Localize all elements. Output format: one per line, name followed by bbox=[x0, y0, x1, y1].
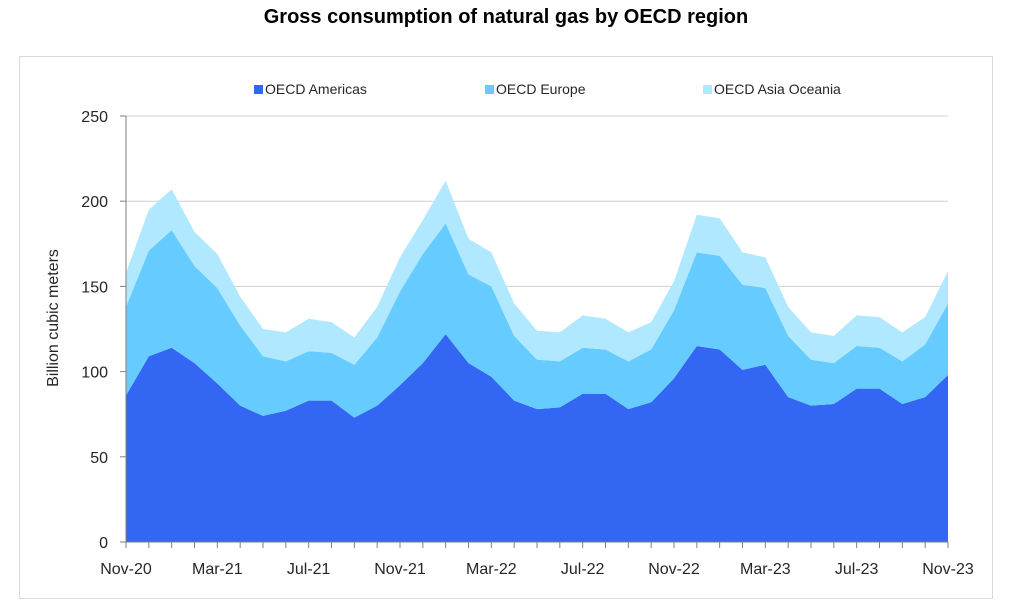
y-tick-label: 150 bbox=[81, 279, 108, 296]
x-tick-label: Mar-22 bbox=[466, 561, 517, 578]
x-tick-label: Jul-21 bbox=[287, 561, 331, 578]
legend-swatch bbox=[703, 85, 712, 94]
x-tick-label: Jul-22 bbox=[561, 561, 605, 578]
y-tick-label: 200 bbox=[81, 194, 108, 211]
legend: OECD Americas OECD Europe OECD Asia Oceani… bbox=[254, 81, 841, 97]
area-oecd-europe bbox=[126, 223, 948, 418]
legend-label: OECD Europe bbox=[496, 81, 586, 97]
legend-label: OECD Asia Oceania bbox=[714, 81, 841, 97]
area-series bbox=[126, 180, 948, 542]
x-tick-label: Nov-22 bbox=[648, 561, 700, 578]
x-tick-label: Nov-20 bbox=[100, 561, 152, 578]
legend-swatch bbox=[485, 85, 494, 94]
axes: 0 50 100 150 200 250 Nov-20 Mar-21 Jul-21 Nov-21 M… bbox=[81, 109, 974, 578]
x-tick-label: Mar-23 bbox=[740, 561, 791, 578]
y-tick-label: 100 bbox=[81, 365, 108, 382]
chart-title: Gross consumption of natural gas by OECD… bbox=[263, 6, 749, 28]
y-tick-label: 50 bbox=[90, 450, 108, 467]
y-tick-label: 0 bbox=[99, 535, 108, 552]
legend-item-oecd-americas: OECD Americas bbox=[254, 81, 367, 97]
x-tick-label: Jul-23 bbox=[835, 561, 879, 578]
y-tick-label: 250 bbox=[81, 109, 108, 126]
area-oecd-americas bbox=[126, 334, 948, 542]
y-axis-label: Billion cubic meters bbox=[45, 249, 62, 387]
x-tick-label: Nov-21 bbox=[374, 561, 426, 578]
legend-item-oecd-asia-oceania: OECD Asia Oceania bbox=[703, 81, 841, 97]
legend-item-oecd-europe: OECD Europe bbox=[485, 81, 586, 97]
x-tick-label: Mar-21 bbox=[192, 561, 243, 578]
legend-swatch bbox=[254, 85, 263, 94]
chart-frame bbox=[19, 56, 993, 599]
x-tick-label: Nov-23 bbox=[922, 561, 974, 578]
area-oecd-asia-oceania bbox=[126, 180, 948, 365]
legend-label: OECD Americas bbox=[265, 81, 367, 97]
